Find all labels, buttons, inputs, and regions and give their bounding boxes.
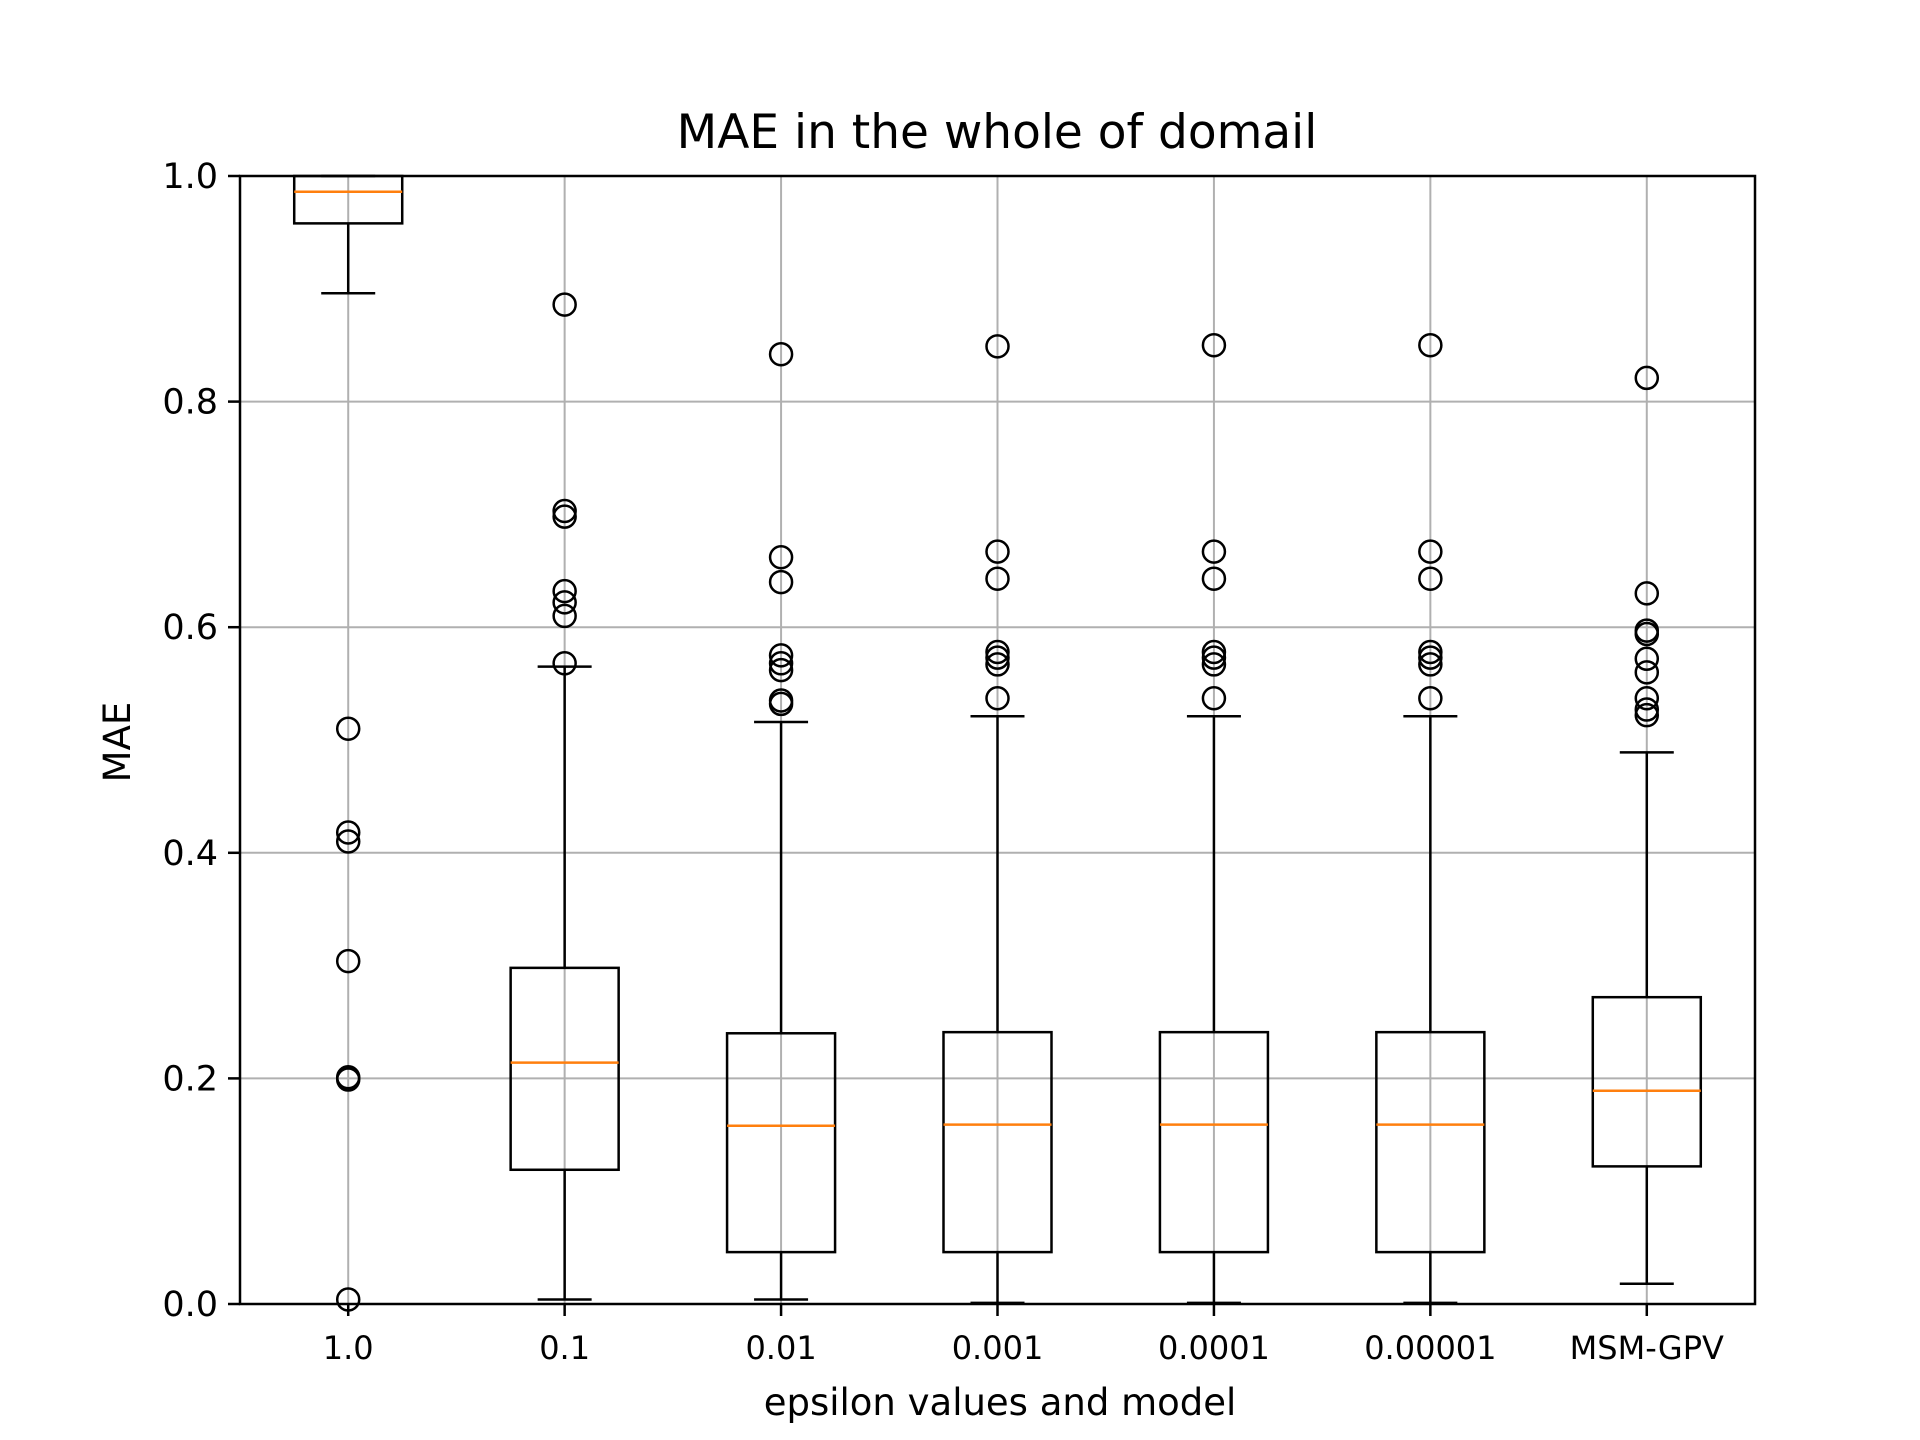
outlier-point bbox=[1418, 686, 1443, 711]
outlier-point bbox=[552, 504, 577, 529]
x-tick-label: 1.0 bbox=[323, 1329, 374, 1367]
outlier-point bbox=[985, 645, 1010, 670]
box-group bbox=[292, 174, 404, 1312]
outlier-point bbox=[1201, 645, 1227, 670]
iqr-box bbox=[1375, 1030, 1486, 1254]
outlier-point bbox=[1201, 686, 1227, 711]
y-axis-label: MAE bbox=[96, 702, 139, 783]
y-tick-label: 0.8 bbox=[162, 383, 218, 423]
outlier-point bbox=[335, 1067, 361, 1092]
x-axis-label: epsilon values and model bbox=[764, 1381, 1237, 1424]
outlier-point bbox=[768, 691, 794, 717]
outlier-point bbox=[1418, 639, 1443, 665]
outlier-point bbox=[985, 334, 1010, 359]
y-tick-label: 0.4 bbox=[162, 834, 218, 874]
y-tick-label: 0.0 bbox=[162, 1285, 218, 1325]
outlier-point bbox=[1634, 697, 1660, 722]
y-axis: 0.0 0.2 0.4 0.6 0.8 1.0 bbox=[162, 157, 240, 1325]
outlier-point bbox=[1634, 660, 1660, 685]
outlier-point bbox=[768, 545, 794, 570]
outlier-point bbox=[985, 639, 1010, 665]
outlier-point bbox=[1418, 645, 1443, 670]
outlier-point bbox=[1418, 539, 1443, 564]
outlier-point bbox=[1201, 566, 1227, 591]
outlier-point bbox=[1634, 621, 1660, 647]
box-group bbox=[1591, 365, 1703, 1285]
box-group bbox=[509, 292, 620, 1301]
outlier-point bbox=[552, 590, 577, 615]
y-tick-label: 0.2 bbox=[162, 1059, 218, 1099]
outlier-point bbox=[335, 829, 361, 854]
outlier-point bbox=[552, 292, 577, 317]
outlier-point bbox=[1418, 332, 1443, 358]
outlier-point bbox=[552, 578, 577, 604]
outlier-point bbox=[768, 341, 794, 367]
outlier-point bbox=[1418, 566, 1443, 591]
outlier-point bbox=[335, 820, 361, 845]
outlier-point bbox=[768, 643, 794, 668]
outlier-point bbox=[1634, 702, 1660, 728]
outlier-point bbox=[552, 498, 577, 524]
chart-title: MAE in the whole of domail bbox=[677, 105, 1318, 160]
outlier-point bbox=[1634, 581, 1660, 606]
outlier-point bbox=[335, 716, 361, 741]
y-tick-label: 0.6 bbox=[162, 608, 218, 648]
x-tick-label: 0.0001 bbox=[1158, 1329, 1270, 1367]
outlier-point bbox=[1201, 539, 1227, 564]
outlier-point bbox=[768, 651, 794, 676]
outlier-point bbox=[1634, 365, 1660, 391]
iqr-box bbox=[942, 1030, 1053, 1254]
x-tick-label: 0.1 bbox=[539, 1329, 590, 1367]
box-group bbox=[725, 341, 837, 1301]
outlier-point bbox=[552, 651, 577, 676]
iqr-box bbox=[725, 1032, 837, 1254]
box-group bbox=[942, 334, 1053, 1305]
box-series bbox=[292, 174, 1703, 1312]
outlier-point bbox=[985, 686, 1010, 711]
outlier-point bbox=[552, 603, 577, 629]
x-tick-label: 0.00001 bbox=[1364, 1329, 1496, 1367]
outlier-point bbox=[1418, 652, 1443, 677]
x-tick-label: 0.01 bbox=[745, 1329, 816, 1367]
y-tick-label: 1.0 bbox=[162, 157, 218, 197]
outlier-point bbox=[985, 539, 1010, 564]
box-group bbox=[1375, 332, 1486, 1305]
outlier-point bbox=[768, 657, 794, 683]
x-axis: 1.0 0.1 0.01 0.001 0.0001 0.00001 MSM-GPV bbox=[323, 1304, 1724, 1367]
box-group bbox=[1158, 332, 1270, 1305]
iqr-box bbox=[509, 966, 620, 1172]
iqr-box bbox=[1158, 1030, 1270, 1254]
iqr-box bbox=[1591, 995, 1703, 1168]
outlier-point bbox=[1201, 652, 1227, 677]
outlier-point bbox=[1201, 639, 1227, 665]
outlier-point bbox=[1634, 646, 1660, 672]
outlier-point bbox=[768, 569, 794, 595]
x-tick-label: MSM-GPV bbox=[1570, 1329, 1724, 1367]
x-tick-label: 0.001 bbox=[952, 1329, 1044, 1367]
outlier-point bbox=[1201, 332, 1227, 358]
outlier-point bbox=[985, 652, 1010, 677]
outlier-point bbox=[335, 948, 361, 974]
outlier-point bbox=[1634, 686, 1660, 711]
outlier-point bbox=[985, 566, 1010, 591]
